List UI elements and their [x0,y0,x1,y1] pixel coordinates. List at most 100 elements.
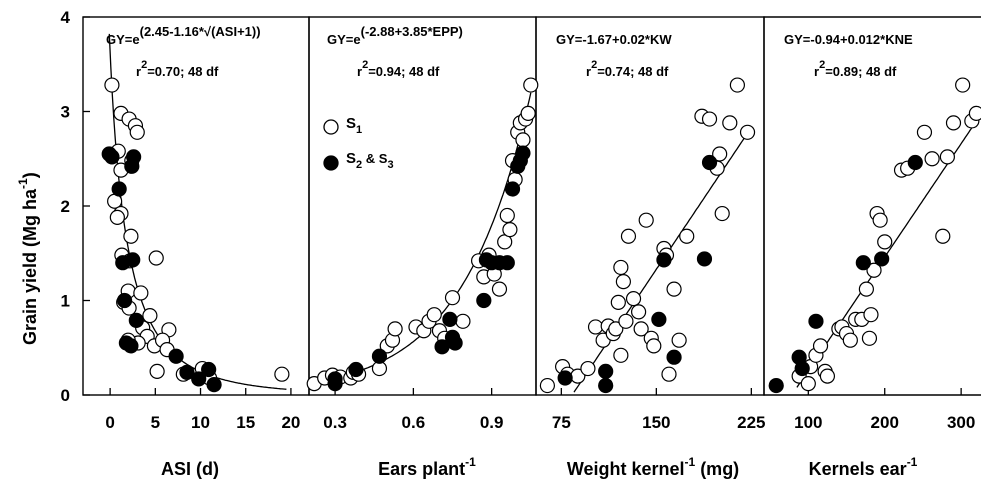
point-s2s3 [476,292,492,309]
point-s2s3 [371,348,388,364]
point-s2s3 [125,252,141,268]
point-s1 [539,377,556,394]
point-s1 [722,115,738,131]
point-s1 [491,281,508,297]
point-s2s3 [515,145,531,161]
x-tick-labels: 0 5 10 15 20 0.3 0.6 0.9 75 150 225 100 200 300 [105,388,975,432]
point-s1 [580,360,596,377]
point-s2s3 [696,251,713,267]
x-tick-label: 225 [737,413,765,432]
y-tick-label: 4 [61,8,71,27]
point-s1 [877,234,893,250]
point-s1 [924,151,940,167]
point-s2s3 [206,377,222,393]
point-s1 [819,368,836,384]
point-s1 [625,291,642,307]
x-tick-label: 15 [236,413,255,432]
legend-marker-s23 [323,155,339,171]
point-s1 [149,363,165,379]
point-s2s3 [348,361,364,378]
point-s1 [939,149,955,165]
point-s2s3 [651,311,667,327]
point-s2s3 [598,363,614,379]
x-axis-titles: ASI (d) Ears plant-1 Weight kernel-1 (mg) K… [161,455,918,479]
point-s2s3 [128,312,144,328]
point-s1 [620,228,637,244]
point-s1 [615,274,632,290]
point-s2s3 [191,371,207,387]
point-s2s3 [168,348,184,364]
x-tick-label: 300 [947,413,975,432]
x-tick-label: 75 [552,413,571,432]
x-tick-label: 100 [794,413,822,432]
point-s2s3 [104,149,120,165]
point-s1 [608,321,624,337]
point-s1 [515,132,531,148]
x-axis-title: Weight kernel-1 (mg) [567,455,739,479]
point-s2s3 [598,377,614,394]
x-tick-label: 0.6 [402,413,426,432]
point-s1 [274,366,290,382]
point-s1 [109,209,125,225]
x-axis-title: Kernels ear-1 [809,455,918,479]
point-s1 [426,307,442,323]
point-s1 [714,205,730,222]
r-squared: r2=0.70; 48 df [136,59,219,79]
point-s2s3 [794,360,810,377]
x-tick-label: 200 [871,413,899,432]
point-s2s3 [499,255,515,271]
x-tick-label: 20 [281,413,300,432]
point-s2s3 [116,292,133,309]
r-squared: r2=0.89; 48 df [814,59,897,79]
x-tick-label: 0 [105,413,114,432]
x-tick-label: 10 [191,413,210,432]
point-s1 [812,338,829,354]
equation: GY=e(-2.88+3.85*EPP) [327,24,463,47]
point-s1 [712,146,728,162]
x-axis-title: Ears plant-1 [378,455,476,479]
y-tick-label: 3 [61,103,70,122]
point-s2s3 [656,252,672,268]
point-s2s3 [701,154,718,171]
point-s1 [630,304,647,320]
legend: S1 S2 & S3 [323,115,394,171]
point-s1 [955,77,971,93]
point-s1 [916,124,933,140]
x-tick-label: 150 [642,413,670,432]
point-s2s3 [666,349,682,365]
point-s2s3 [447,335,463,351]
legend-marker-s1 [323,119,339,135]
point-s1 [661,366,677,382]
r-squared: r2=0.94; 48 df [357,59,440,79]
point-s1 [679,228,695,244]
panel-frames [82,16,981,396]
point-s1 [387,321,403,337]
data-points [101,77,981,394]
point-s1 [587,319,604,335]
point-s1 [520,105,536,121]
point-s1 [613,259,629,276]
point-s1 [455,313,471,329]
point-s1 [872,212,888,228]
y-tick-labels: 0 1 2 3 4 [61,8,90,405]
x-tick-label: 0.9 [480,413,504,432]
point-s1 [671,332,687,348]
y-axis-title: Grain yield (Mg ha-1) [16,172,40,345]
point-s1 [633,321,649,337]
y-tick-label: 2 [61,197,70,216]
point-s2s3 [874,251,890,267]
point-s1 [618,313,634,329]
legend-label-s1: S1 [346,115,362,136]
point-s1 [701,111,718,127]
r-squared: r2=0.74; 48 df [586,59,669,79]
equations: GY=e(2.45-1.16*√(ASI+1)) r2=0.70; 48 df GY… [106,24,913,79]
point-s2s3 [557,370,573,386]
point-s1 [858,281,874,297]
point-s1 [861,330,878,346]
legend-label-s23: S2 & S3 [346,150,394,171]
point-s1 [523,77,539,93]
point-s1 [842,332,858,348]
point-s1 [866,262,882,278]
point-s2s3 [179,364,195,380]
point-s2s3 [808,313,824,329]
